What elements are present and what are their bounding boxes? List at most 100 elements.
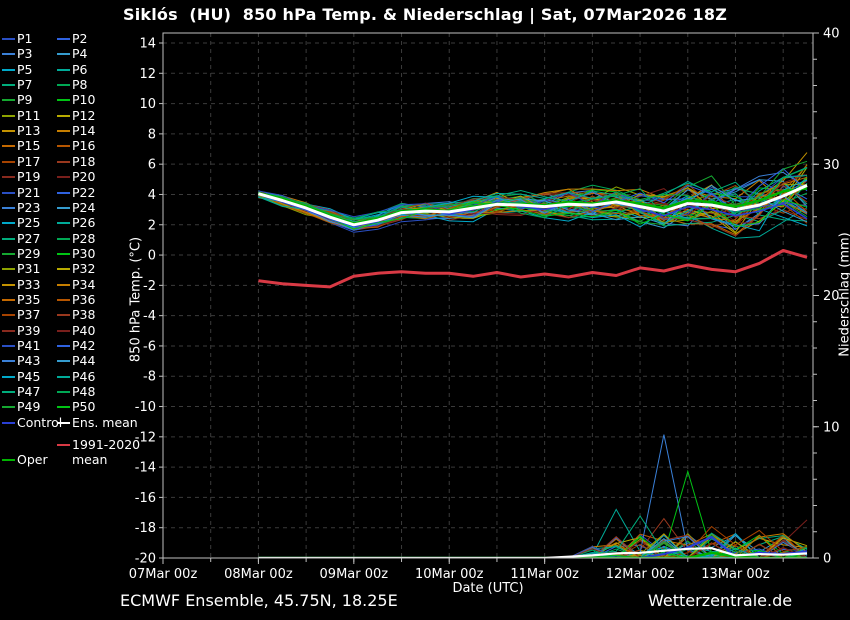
legend-member-p38: P38 — [57, 304, 96, 323]
footer-model-location: ECMWF Ensemble, 45.75N, 18.25E — [120, 591, 398, 610]
legend-member-p17: P17 — [2, 151, 41, 169]
legend-member-p41-label: P41 — [17, 338, 41, 353]
legend-ens-mean-swatch — [57, 421, 70, 424]
legend-climate-mean-line2: mean — [72, 449, 107, 467]
left-axis-tick-label: -16 — [135, 491, 156, 506]
legend-member-p19: P19 — [2, 166, 41, 185]
legend-member-p30-swatch — [57, 252, 70, 255]
legend-member-p11: P11 — [2, 105, 40, 123]
oper-precip-line — [258, 551, 807, 558]
legend-member-p15-label: P15 — [17, 138, 41, 154]
legend-member-p43: P43 — [2, 350, 40, 368]
legend-member-p30: P30 — [57, 243, 95, 261]
legend-member-p35: P35 — [2, 289, 41, 307]
legend-member-p20-swatch — [57, 176, 70, 179]
right-axis-tick-label: 20 — [823, 289, 840, 304]
legend-member-p45-label: P45 — [17, 368, 41, 384]
legend-member-p13-label: P13 — [17, 123, 41, 139]
legend-member-p38-swatch — [57, 314, 70, 317]
member-precip-line — [258, 434, 808, 558]
legend-member-p47: P47 — [2, 381, 41, 400]
legend-member-p33: P33 — [2, 274, 40, 292]
legend-oper: Oper — [2, 449, 48, 467]
legend-member-p23-swatch — [2, 206, 15, 209]
left-axis-tick-label: -20 — [135, 552, 156, 567]
legend-member-p1-label: P1 — [17, 31, 33, 46]
legend-member-p32: P32 — [57, 258, 95, 276]
legend-member-p25-label: P25 — [17, 215, 41, 231]
legend-member-p46-label: P46 — [72, 368, 96, 384]
legend-member-p19-label: P19 — [17, 169, 41, 185]
legend-member-p3-label: P3 — [17, 46, 33, 62]
legend-member-p39-label: P39 — [17, 322, 41, 338]
left-axis-tick-label: 12 — [139, 67, 156, 82]
legend-member-p36: P36 — [57, 289, 96, 307]
x-axis-tick-label: 08Mar 00z — [224, 567, 293, 582]
left-axis-tick-label: -14 — [135, 461, 156, 476]
legend-member-p35-label: P35 — [17, 291, 41, 307]
legend-member-p40: P40 — [57, 320, 95, 338]
legend-member-p40-swatch — [57, 329, 70, 332]
legend-member-p42: P42 — [57, 335, 96, 353]
legend-member-p8-swatch — [57, 84, 70, 87]
page-title: Siklós (HU) 850 hPa Temp. & Niederschlag… — [123, 5, 727, 24]
right-axis-title: Niederschlag (mm) — [837, 232, 850, 357]
x-axis-tick-label: 07Mar 00z — [129, 567, 198, 582]
legend-member-p31-swatch — [2, 268, 15, 271]
member-precip-line — [258, 533, 808, 558]
legend-member-p6: P6 — [57, 59, 88, 77]
legend-member-p17-label: P17 — [17, 153, 41, 169]
legend-member-p42-label: P42 — [72, 338, 96, 353]
member-precip-line — [258, 534, 808, 558]
legend-member-p5: P5 — [2, 59, 33, 77]
legend-member-p47-label: P47 — [17, 384, 41, 400]
plot-border — [162, 32, 814, 559]
legend-member-p20-label: P20 — [72, 169, 96, 185]
legend-member-p39: P39 — [2, 320, 41, 338]
x-axis-tick-label: 11Mar 00z — [510, 567, 579, 582]
legend-member-p34-label: P34 — [72, 276, 96, 292]
legend-member-p3-swatch — [2, 53, 15, 56]
legend-member-p44-label: P44 — [72, 353, 96, 369]
legend-member-p29-swatch — [2, 252, 15, 255]
legend-member-p39-swatch — [2, 329, 15, 332]
legend-member-p21-swatch — [2, 191, 15, 194]
legend-member-p34-swatch — [57, 283, 70, 286]
left-axis-tick-label: 14 — [139, 36, 156, 51]
legend-control-swatch — [2, 421, 15, 424]
member-precip-line — [258, 542, 808, 558]
control-precip-line — [258, 535, 808, 558]
ensemble-legend: P1 P2 P3 P4 P5 P6 P7 P8 P9 P10 P11 P12 P13 P14 P15 P16 P… — [2, 28, 162, 473]
left-axis-tick-label: -4 — [143, 309, 156, 324]
ens-mean-temp-line — [257, 184, 808, 227]
legend-member-p14-label: P14 — [72, 123, 96, 139]
legend-climate-mean-label: 1991-2020 — [72, 437, 141, 452]
legend-ens-mean-label: Ens. mean — [72, 414, 138, 430]
left-axis-tick-label: 10 — [139, 97, 156, 112]
legend-member-p16: P16 — [57, 135, 96, 154]
legend-climate-mean: 1991-2020 — [57, 434, 141, 452]
legend-member-p13-swatch — [2, 130, 15, 133]
legend-member-p36-label: P36 — [72, 291, 96, 307]
legend-member-p2-label: P2 — [72, 31, 88, 46]
legend-member-p49: P49 — [2, 396, 40, 414]
legend-member-p28-label: P28 — [72, 230, 96, 246]
legend-member-p10-label: P10 — [72, 92, 96, 108]
legend-member-p8: P8 — [57, 74, 88, 92]
legend-oper-swatch — [2, 459, 15, 461]
legend-member-p9-swatch — [2, 99, 15, 102]
legend-member-p18: P18 — [57, 151, 95, 169]
legend-member-p26: P26 — [57, 212, 95, 230]
legend-member-p38-label: P38 — [72, 307, 96, 323]
legend-member-p29: P29 — [2, 243, 40, 261]
x-axis-tick-label: 09Mar 00z — [320, 567, 389, 582]
legend-member-p4-swatch — [57, 53, 70, 56]
legend-member-p31: P31 — [2, 258, 40, 276]
legend-member-p7-swatch — [2, 84, 15, 87]
legend-member-p32-swatch — [57, 268, 70, 271]
legend-member-p16-label: P16 — [72, 138, 96, 154]
x-axis-tick-label: 13Mar 00z — [701, 567, 770, 582]
legend-member-p37-label: P37 — [17, 307, 41, 323]
legend-member-p7: P7 — [2, 74, 33, 92]
